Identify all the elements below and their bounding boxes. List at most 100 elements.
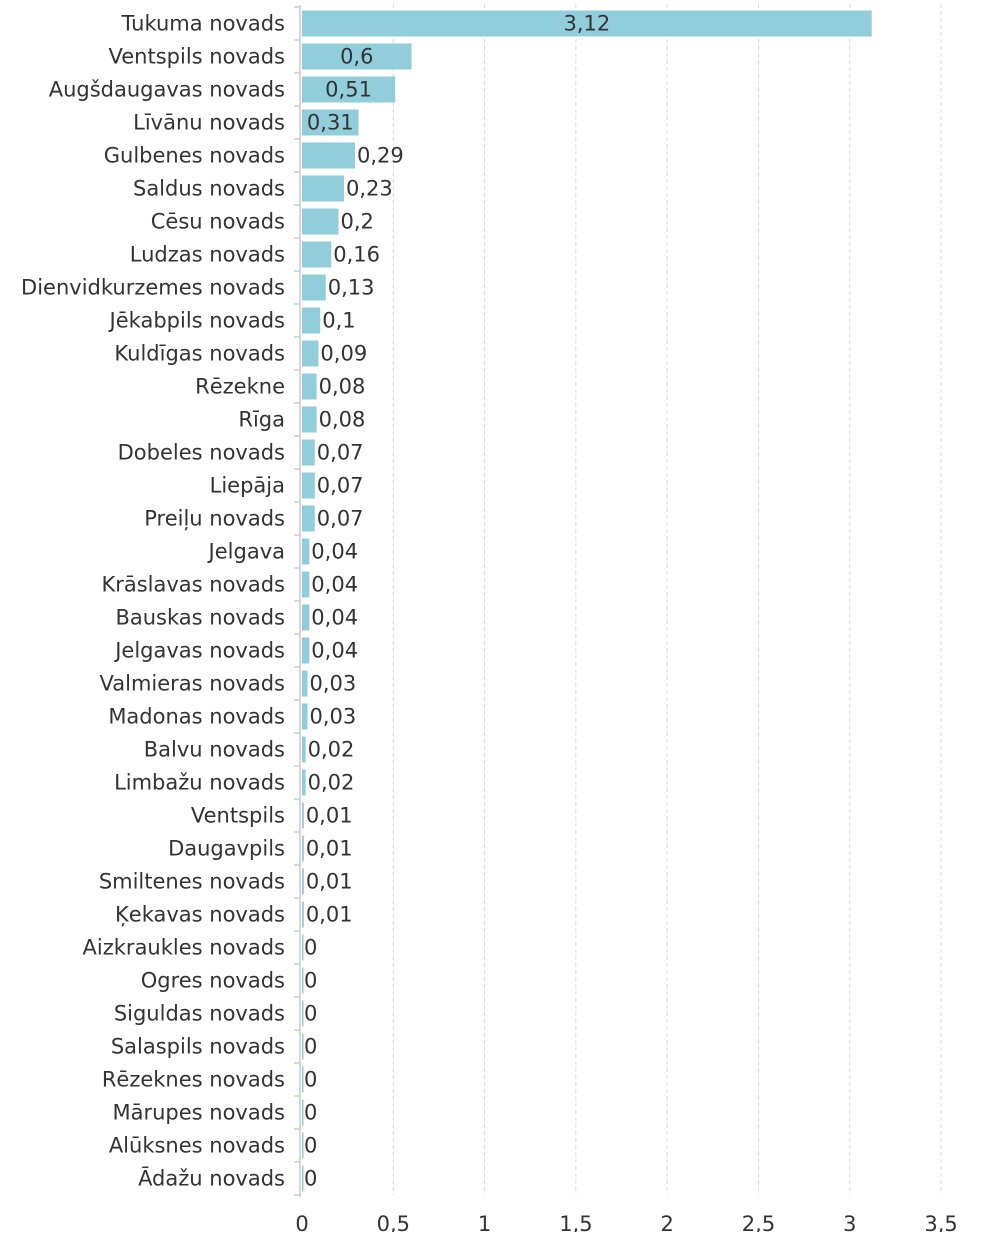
bar [302, 43, 412, 70]
bar [302, 439, 315, 466]
bar [302, 1165, 304, 1192]
data-label: 0,01 [306, 804, 353, 828]
bar [302, 802, 304, 829]
bar [302, 604, 310, 631]
bar [302, 868, 304, 895]
data-label: 0,07 [317, 474, 364, 498]
category-label: Liepāja [210, 474, 285, 498]
data-label: 0 [304, 1101, 317, 1125]
category-label: Ventspils novads [109, 45, 285, 69]
category-label: Daugavpils [168, 837, 285, 861]
data-label: 0,09 [320, 342, 367, 366]
category-label: Saldus novads [133, 177, 285, 201]
category-label: Tukuma novads [121, 12, 286, 36]
category-label: Ogres novads [141, 969, 285, 993]
data-label: 0,01 [306, 903, 353, 927]
category-label: Līvānu novads [133, 111, 285, 135]
data-label: 0,04 [311, 540, 358, 564]
bar [302, 538, 310, 565]
data-label: 0,07 [317, 507, 364, 531]
data-label: 0,07 [317, 441, 364, 465]
category-label: Augšdaugavas novads [49, 78, 285, 102]
data-label: 0 [304, 969, 317, 993]
x-tick-label: 3 [843, 1212, 856, 1232]
data-label: 0,08 [319, 375, 366, 399]
bar [302, 472, 315, 499]
bar [302, 769, 306, 796]
x-tick-label: 2 [661, 1212, 674, 1232]
data-label: 0,01 [306, 837, 353, 861]
data-label: 0,04 [311, 606, 358, 630]
category-label: Cēsu novads [151, 210, 285, 234]
data-label: 0,01 [306, 870, 353, 894]
category-label: Aizkraukles novads [83, 936, 285, 960]
bar [302, 901, 304, 928]
category-label: Rēzeknes novads [102, 1068, 285, 1092]
x-tick-label: 2,5 [742, 1212, 775, 1232]
bar [302, 142, 355, 169]
category-label: Valmieras novads [100, 672, 286, 696]
data-label: 0,02 [308, 771, 355, 795]
data-label: 0,23 [346, 177, 393, 201]
bar [302, 835, 304, 862]
category-label: Gulbenes novads [104, 144, 285, 168]
bar [302, 406, 317, 433]
bar [302, 571, 310, 598]
data-label: 0,03 [309, 705, 356, 729]
bar [302, 241, 332, 268]
data-label: 0,1 [322, 309, 355, 333]
category-label: Jelgavas novads [113, 639, 285, 663]
category-label: Rēzekne [195, 375, 285, 399]
bar [302, 1099, 304, 1126]
category-label: Krāslavas novads [101, 573, 285, 597]
bar [302, 76, 396, 103]
data-label: 0 [304, 1035, 317, 1059]
grid-layer [392, 4, 942, 1195]
x-tick-label: 3,5 [924, 1212, 957, 1232]
category-label: Dienvidkurzemes novads [21, 276, 285, 300]
bar [302, 175, 344, 202]
data-label: 0,2 [341, 210, 374, 234]
bar [302, 967, 304, 994]
category-label: Madonas novads [108, 705, 285, 729]
category-label: Ķekavas novads [115, 903, 285, 927]
data-label: 0 [304, 1002, 317, 1026]
data-label: 0,08 [319, 408, 366, 432]
category-label: Siguldas novads [114, 1002, 285, 1026]
data-label: 0,03 [309, 672, 356, 696]
data-label: 0,51 [325, 78, 372, 102]
category-label: Ventspils [191, 804, 285, 828]
category-label: Limbažu novads [114, 771, 285, 795]
bar [302, 307, 321, 334]
data-label: 0,6 [340, 45, 373, 69]
label-layer: Tukuma novads 3,12 Ventspils novads 0,6 Augš… [21, 12, 610, 1191]
category-label: Smiltenes novads [99, 870, 285, 894]
data-label: 0 [304, 1068, 317, 1092]
category-label: Ādažu novads [138, 1167, 285, 1191]
bar [302, 934, 304, 961]
bar [302, 340, 319, 367]
x-tick-label: 1 [478, 1212, 491, 1232]
x-tick-label: 1,5 [559, 1212, 592, 1232]
x-tick-label: 0 [295, 1212, 308, 1232]
category-label: Preiļu novads [144, 507, 285, 531]
bar-layer [302, 10, 872, 1192]
category-label: Salaspils novads [111, 1035, 285, 1059]
data-label: 0 [304, 1167, 317, 1191]
bar [302, 736, 306, 763]
category-label: Jēkabpils novads [108, 309, 285, 333]
category-label: Dobeles novads [118, 441, 285, 465]
category-label: Balvu novads [144, 738, 285, 762]
data-label: 0,16 [333, 243, 380, 267]
category-label: Jelgava [207, 540, 285, 564]
bar [302, 373, 317, 400]
category-label: Bauskas novads [115, 606, 285, 630]
bar [302, 703, 308, 730]
data-label: 0,02 [308, 738, 355, 762]
bar [302, 670, 308, 697]
bar [302, 208, 339, 235]
data-label: 0 [304, 1134, 317, 1158]
data-label: 0,04 [311, 639, 358, 663]
